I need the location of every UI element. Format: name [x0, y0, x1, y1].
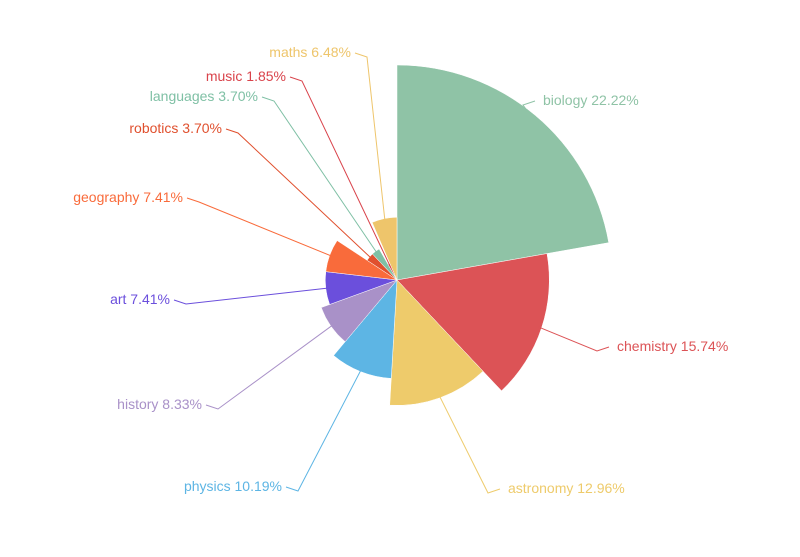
label-value: 22.22% — [591, 92, 638, 108]
leader-line — [205, 323, 335, 410]
leader-line — [438, 393, 501, 494]
slice-label: astronomy 12.96% — [508, 480, 625, 496]
leader-line — [261, 96, 379, 255]
label-value: 3.70% — [182, 120, 222, 136]
leader-line — [186, 197, 334, 258]
label-name: robotics — [129, 120, 178, 136]
label-value: 6.48% — [311, 44, 351, 60]
label-name: maths — [269, 44, 307, 60]
leader-line — [522, 100, 536, 119]
label-value: 7.41% — [130, 291, 170, 307]
leader-line — [225, 128, 373, 260]
label-name: physics — [184, 478, 231, 494]
leader-line — [354, 52, 386, 223]
leader-line — [537, 326, 610, 352]
label-name: music — [206, 68, 243, 84]
slice-label: history 8.33% — [117, 396, 202, 412]
label-name: astronomy — [508, 480, 573, 496]
label-value: 15.74% — [681, 338, 728, 354]
label-value: 1.85% — [246, 68, 286, 84]
label-value: 10.19% — [235, 478, 282, 494]
label-name: art — [110, 291, 126, 307]
label-name: biology — [543, 92, 587, 108]
leader-line — [285, 367, 363, 492]
label-name: history — [117, 396, 158, 412]
slice-label: biology 22.22% — [543, 92, 639, 108]
label-name: languages — [150, 88, 215, 104]
label-value: 12.96% — [577, 480, 624, 496]
slice-label: physics 10.19% — [184, 478, 282, 494]
slice-label: art 7.41% — [110, 291, 170, 307]
slice-label: maths 6.48% — [269, 44, 351, 60]
leader-line — [173, 287, 330, 305]
slice-label: music 1.85% — [206, 68, 286, 84]
label-value: 7.41% — [143, 189, 183, 205]
label-name: chemistry — [617, 338, 677, 354]
slice-label: chemistry 15.74% — [617, 338, 728, 354]
slice-label: robotics 3.70% — [129, 120, 222, 136]
slice-label: languages 3.70% — [150, 88, 258, 104]
leader-line — [289, 76, 392, 268]
slice-label: geography 7.41% — [73, 189, 183, 205]
label-value: 8.33% — [162, 396, 202, 412]
rose-slice — [396, 64, 610, 281]
label-value: 3.70% — [218, 88, 258, 104]
label-name: geography — [73, 189, 139, 205]
